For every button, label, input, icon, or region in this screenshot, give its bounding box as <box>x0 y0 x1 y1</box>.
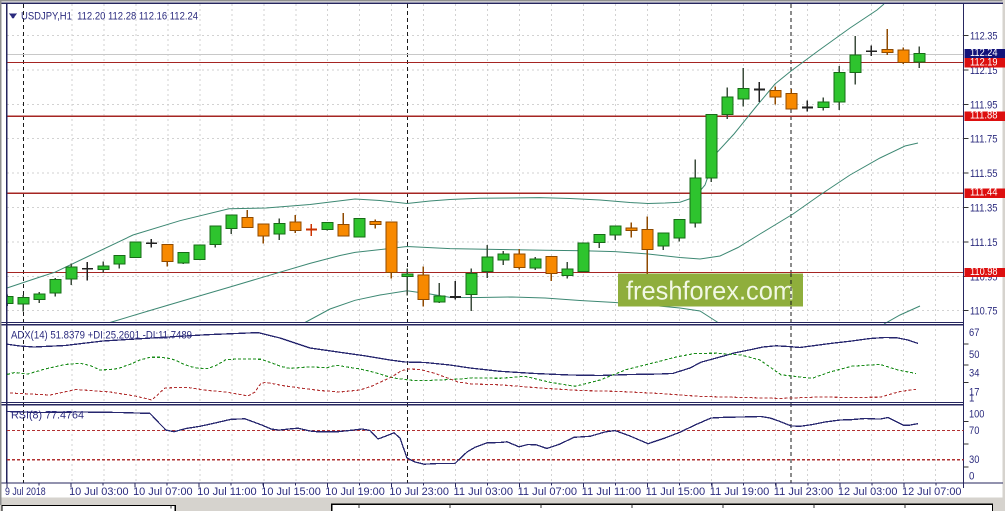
svg-text:112.35: 112.35 <box>970 31 998 43</box>
svg-text:10 Jul 11:00: 10 Jul 11:00 <box>197 486 257 498</box>
svg-text:111.75: 111.75 <box>970 134 998 146</box>
svg-text:RSI(8) 77.4764: RSI(8) 77.4764 <box>11 410 84 422</box>
svg-text:10 Jul 03:00: 10 Jul 03:00 <box>69 486 129 498</box>
svg-text:10 Jul 15:00: 10 Jul 15:00 <box>261 486 321 498</box>
svg-text:10 Jul 07:00: 10 Jul 07:00 <box>133 486 193 498</box>
svg-text:12 Jul 07:00: 12 Jul 07:00 <box>902 486 962 498</box>
svg-text:50: 50 <box>969 349 979 361</box>
svg-text:10 Jul 19:00: 10 Jul 19:00 <box>325 486 385 498</box>
svg-text:11 Jul 07:00: 11 Jul 07:00 <box>518 486 578 498</box>
svg-text:ADX(14) 51.8379 +DI:25.2601 -D: ADX(14) 51.8379 +DI:25.2601 -DI:11.7489 <box>11 330 192 342</box>
svg-text:34: 34 <box>969 367 979 379</box>
svg-text:9 Jul 2018: 9 Jul 2018 <box>5 486 46 498</box>
svg-text:111.35: 111.35 <box>970 203 998 215</box>
svg-text:67: 67 <box>969 327 979 339</box>
svg-text:11 Jul 23:00: 11 Jul 23:00 <box>774 486 834 498</box>
svg-text:17: 17 <box>969 386 979 398</box>
svg-text:110.98: 110.98 <box>970 266 998 278</box>
svg-text:1: 1 <box>969 392 974 404</box>
svg-text:111.15: 111.15 <box>970 237 998 249</box>
svg-text:111.88: 111.88 <box>970 110 998 122</box>
svg-text:100: 100 <box>969 408 984 420</box>
svg-text:112.15: 112.15 <box>970 65 998 77</box>
svg-text:111.44: 111.44 <box>970 187 998 199</box>
svg-text:0: 0 <box>969 470 974 482</box>
svg-text:freshforex.com: freshforex.com <box>626 276 794 306</box>
svg-text:110.75: 110.75 <box>970 306 998 318</box>
svg-text:112.24: 112.24 <box>970 47 998 59</box>
svg-text:11 Jul 11:00: 11 Jul 11:00 <box>582 486 642 498</box>
svg-text:10 Jul 23:00: 10 Jul 23:00 <box>389 486 449 498</box>
svg-text:USDJPY,H1 112.20 112.28 112.1: USDJPY,H1 112.20 112.28 112.16 112.24 <box>21 11 198 23</box>
svg-text:111.95: 111.95 <box>970 99 998 111</box>
svg-text:111.55: 111.55 <box>970 168 998 180</box>
svg-text:12 Jul 03:00: 12 Jul 03:00 <box>838 486 898 498</box>
svg-text:70: 70 <box>969 425 979 437</box>
svg-text:112.19: 112.19 <box>970 56 998 68</box>
svg-text:11 Jul 03:00: 11 Jul 03:00 <box>454 486 514 498</box>
svg-text:30: 30 <box>969 454 979 466</box>
svg-text:11 Jul 15:00: 11 Jul 15:00 <box>646 486 706 498</box>
svg-text:11 Jul 19:00: 11 Jul 19:00 <box>710 486 770 498</box>
